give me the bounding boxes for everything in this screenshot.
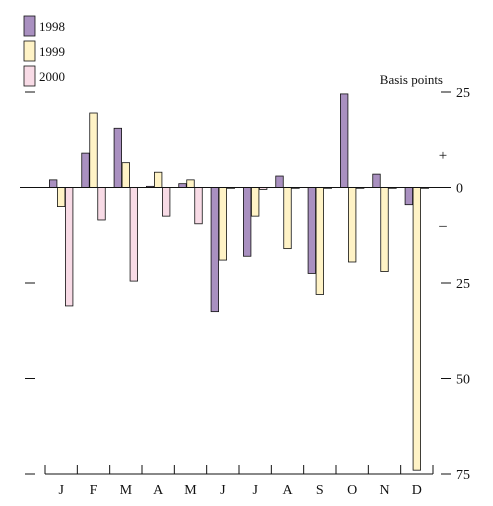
x-tick-label: D bbox=[412, 483, 422, 498]
bar-1999-11 bbox=[380, 187, 389, 272]
bars bbox=[49, 93, 429, 471]
bar-1999-6 bbox=[218, 187, 227, 261]
legend-label-2000: 2000 bbox=[39, 69, 65, 84]
bar-1998-7 bbox=[243, 187, 252, 257]
bar-2000-1 bbox=[65, 187, 74, 307]
y-tick-label: 25 bbox=[456, 277, 470, 292]
bar-1998-9 bbox=[307, 187, 316, 274]
bar-1999-7 bbox=[251, 187, 260, 217]
x-tick-label: J bbox=[220, 483, 226, 498]
legend-label-1999: 1999 bbox=[39, 44, 65, 59]
bar-1998-12 bbox=[404, 187, 413, 206]
unit-label: Basis points bbox=[380, 72, 443, 87]
y-tick-label: 50 bbox=[456, 373, 470, 388]
bar-1999-12 bbox=[412, 187, 421, 471]
bar-1998-3 bbox=[113, 127, 122, 188]
right-axis: 25 0 25 50 75 bbox=[441, 86, 470, 483]
bar-1999-2 bbox=[89, 112, 98, 188]
legend-swatch-1998 bbox=[23, 15, 36, 37]
y-tick-label: 0 bbox=[456, 182, 463, 197]
bar-1998-5 bbox=[178, 183, 187, 188]
x-tick-label: M bbox=[120, 483, 133, 498]
bar-1999-1 bbox=[57, 187, 66, 208]
bar-2000-5 bbox=[194, 187, 203, 225]
bar-1999-9 bbox=[315, 187, 324, 295]
x-tick-label: N bbox=[379, 483, 389, 498]
x-tick-label: S bbox=[316, 483, 324, 498]
legend-label-1998: 1998 bbox=[39, 19, 65, 34]
bar-1999-5 bbox=[186, 179, 195, 188]
positive-sign-label: + bbox=[439, 148, 447, 164]
bar-1998-10 bbox=[340, 93, 349, 188]
bar-1999-4 bbox=[154, 171, 163, 188]
left-axis-ticks bbox=[25, 91, 35, 475]
legend-swatch-2000 bbox=[23, 65, 36, 87]
bar-2000-4 bbox=[162, 187, 171, 217]
bar-1999-10 bbox=[348, 187, 357, 263]
bar-1998-6 bbox=[210, 187, 219, 313]
x-tick-label: J bbox=[58, 483, 64, 498]
x-tick-label: F bbox=[90, 483, 98, 498]
legend-swatch-1999 bbox=[23, 40, 36, 62]
legend: 1998 1999 2000 bbox=[23, 15, 65, 87]
bar-1998-8 bbox=[275, 175, 284, 188]
x-tick-label: J bbox=[252, 483, 258, 498]
x-tick-label: A bbox=[282, 483, 293, 498]
y-tick-label: 75 bbox=[456, 468, 470, 483]
bar-2000-3 bbox=[129, 187, 138, 282]
y-tick-label: 25 bbox=[456, 86, 470, 101]
bar-1999-8 bbox=[283, 187, 292, 250]
x-tick-label: A bbox=[153, 483, 164, 498]
x-tick-label: O bbox=[347, 483, 357, 498]
bar-1998-11 bbox=[372, 173, 381, 188]
bar-1999-3 bbox=[121, 162, 130, 188]
bar-1998-1 bbox=[49, 179, 58, 188]
bar-2000-2 bbox=[97, 187, 106, 221]
negative-sign-label: – bbox=[438, 218, 447, 234]
bar-1998-2 bbox=[81, 152, 90, 188]
x-tick-label: M bbox=[184, 483, 197, 498]
